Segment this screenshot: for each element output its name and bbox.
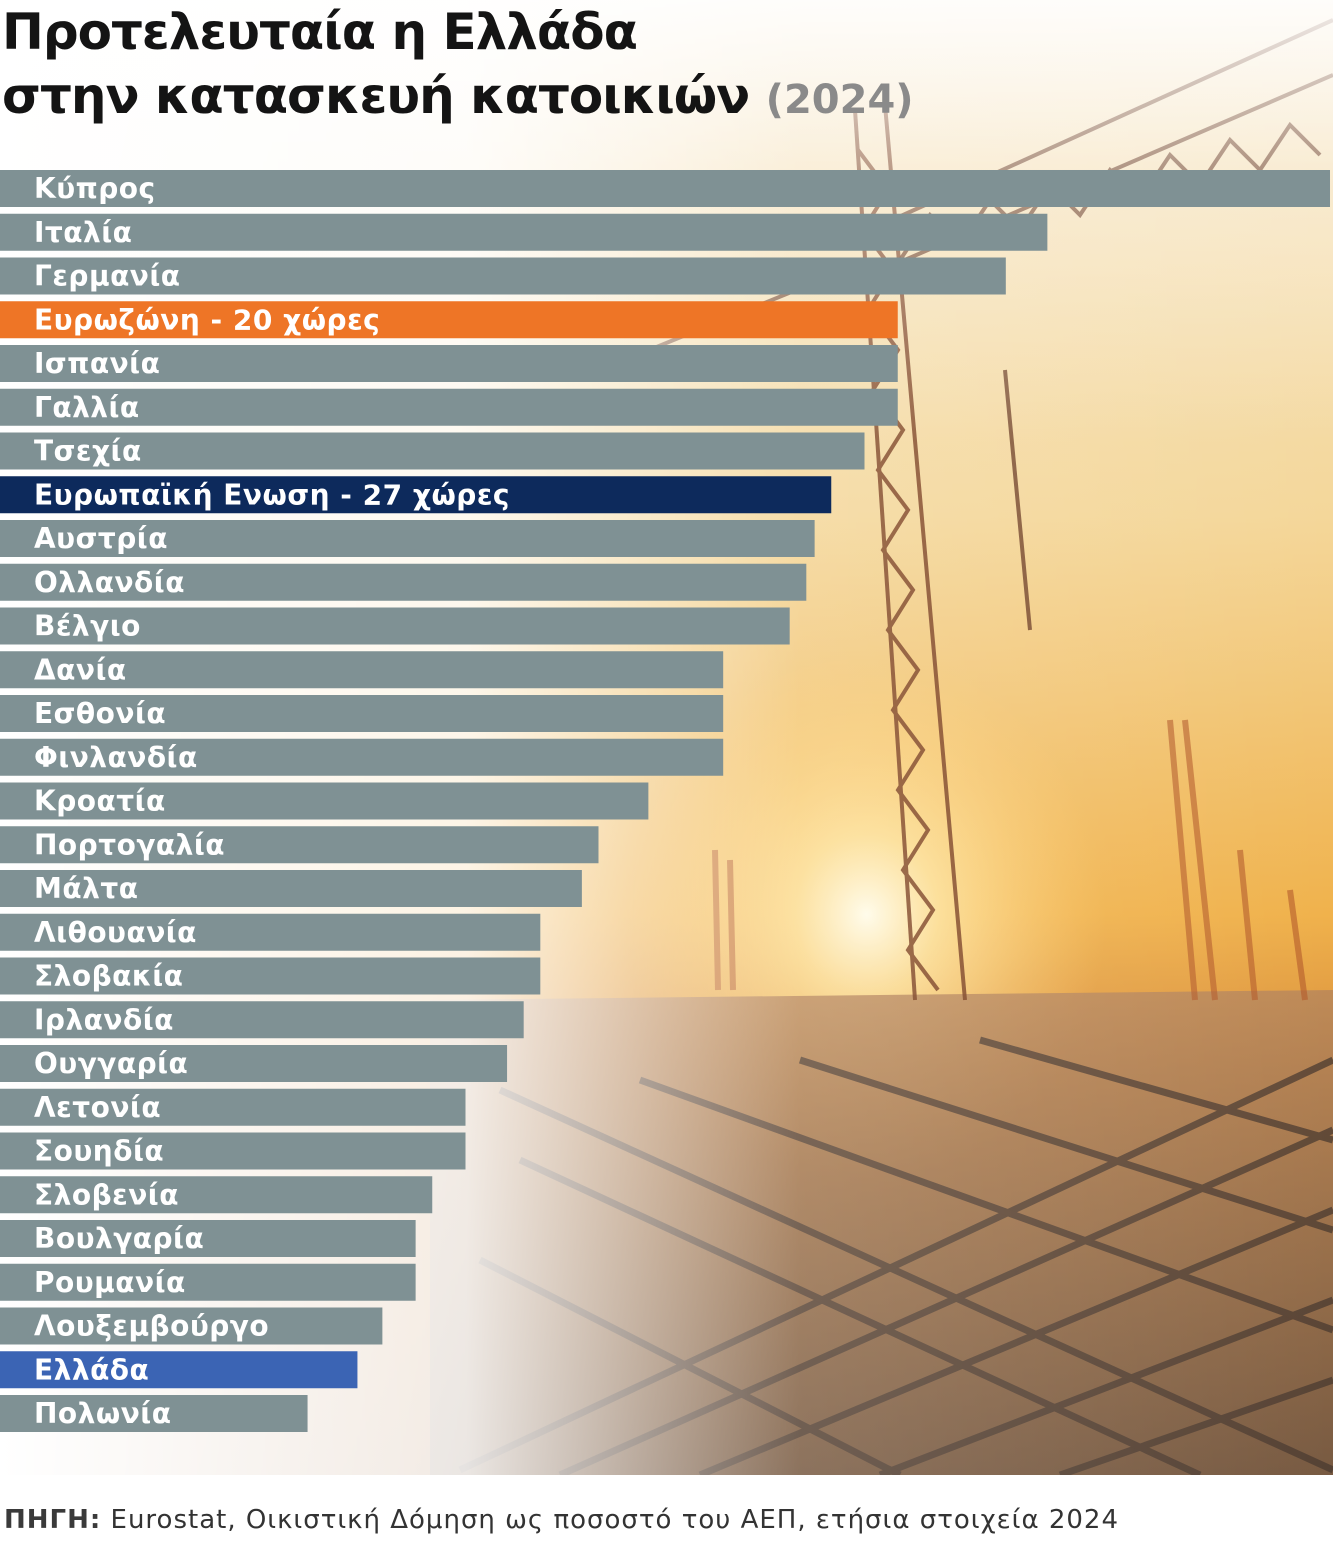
bar-row: Τσεχία: [0, 432, 865, 470]
bar-row: Αυστρία: [0, 520, 815, 557]
bar: [0, 476, 832, 514]
bar-label: Τσεχία: [34, 435, 142, 468]
bar-label: Σλοβακία: [34, 960, 183, 993]
bar-label: Ιταλία: [34, 216, 132, 249]
bar-label: Φινλανδία: [34, 741, 198, 774]
bar-label: Πορτογαλία: [34, 828, 225, 861]
bar-label: Δανία: [34, 653, 127, 686]
bar-row: Ελλάδα: [0, 1351, 358, 1389]
bar-row: Δανία: [0, 651, 724, 689]
bar-row: Κύπρος: [0, 170, 1330, 207]
source-note: ΠΗΓΗ: Eurostat, Οικιστική Δόμηση ως ποσο…: [4, 1505, 1119, 1535]
bar-label: Ρουμανία: [34, 1266, 186, 1299]
bar: [0, 170, 1330, 207]
bar-row: Βουλγαρία: [0, 1220, 416, 1257]
bar: [0, 301, 898, 339]
bar: [0, 607, 790, 645]
bar-label: Κύπρος: [34, 172, 156, 205]
source-text: Eurostat, Οικιστική Δόμηση ως ποσοστό το…: [110, 1505, 1120, 1535]
bar-row: Μάλτα: [0, 870, 582, 907]
bar-row: Φινλανδία: [0, 738, 724, 776]
bar-label: Λιθουανία: [34, 916, 197, 949]
bar-row: Εσθονία: [0, 695, 724, 732]
bar: [0, 1307, 383, 1345]
bar: [0, 345, 898, 382]
bar-row: Σουηδία: [0, 1132, 466, 1170]
bar-label: Μάλτα: [34, 872, 138, 905]
title-line-2: στην κατασκευή κατοικιών: [2, 67, 750, 125]
bar: [0, 1176, 433, 1214]
bar-label: Βέλγιο: [34, 610, 141, 643]
bar-label: Βουλγαρία: [34, 1222, 204, 1255]
bar: [0, 1263, 416, 1301]
bar-row: Ολλανδία: [0, 563, 807, 601]
bar: [0, 738, 724, 776]
bar: [0, 870, 582, 907]
bar-label: Ουγγαρία: [34, 1047, 188, 1080]
bar: [0, 520, 815, 557]
source-label: ΠΗΓΗ:: [4, 1505, 102, 1535]
bar-row: Ουγγαρία: [0, 1045, 508, 1082]
title-year: (2024): [765, 77, 914, 123]
bar: [0, 1132, 466, 1170]
bar-row: Γερμανία: [0, 257, 1006, 295]
bar-row: Ευρωπαϊκή Ενωση - 27 χώρες: [0, 476, 832, 514]
bar-label: Ιρλανδία: [34, 1003, 174, 1036]
bar: [0, 563, 807, 601]
bar: [0, 1045, 508, 1082]
bar: [0, 1351, 358, 1389]
bar-row: Λιθουανία: [0, 913, 541, 951]
bar-label: Κροατία: [34, 785, 166, 818]
bar-label: Λετονία: [34, 1091, 161, 1124]
bar-row: Ιρλανδία: [0, 1001, 524, 1039]
bar: [0, 913, 541, 951]
bar-label: Πολωνία: [34, 1397, 171, 1430]
bar: [0, 1220, 416, 1257]
bar-row: Πολωνία: [0, 1395, 308, 1432]
bar: [0, 1088, 466, 1126]
bar-label: Ελλάδα: [34, 1353, 149, 1386]
bar: [0, 1001, 524, 1039]
bar-label: Ισπανία: [34, 347, 160, 380]
bar-label: Αυστρία: [34, 522, 168, 555]
bar-row: Ισπανία: [0, 345, 898, 382]
bar-row: Κροατία: [0, 782, 649, 820]
bar-chart: Κύπρος Ιταλία Γερμανία Ευρωζώνη - 20 χώρες Ι…: [0, 170, 1330, 1432]
bar-label: Λουξεμβούργο: [34, 1310, 269, 1343]
bar-label: Γερμανία: [34, 260, 181, 293]
title-line-1: Προτελευταία η Ελλάδα: [2, 3, 638, 61]
bar-row: Λετονία: [0, 1088, 466, 1126]
bar-row: Βέλγιο: [0, 607, 790, 645]
bar-label: Γαλλία: [34, 391, 140, 424]
bar: [0, 826, 599, 864]
bar-label: Ολλανδία: [34, 566, 185, 599]
bar-row: Λουξεμβούργο: [0, 1307, 383, 1345]
bar: [0, 388, 898, 426]
bar-row: Πορτογαλία: [0, 826, 599, 864]
bar-row: Σλοβακία: [0, 957, 541, 995]
bar-label: Εσθονία: [34, 697, 166, 730]
bar-label: Ευρωζώνη - 20 χώρες: [34, 303, 380, 336]
bar: [0, 432, 865, 470]
bar-row: Γαλλία: [0, 388, 898, 426]
bar-label: Σλοβενία: [34, 1178, 179, 1211]
bar: [0, 213, 1048, 251]
bar-label: Σουηδία: [34, 1135, 164, 1168]
bar: [0, 1395, 308, 1432]
bar: [0, 651, 724, 689]
bar: [0, 257, 1006, 295]
bar-row: Ιταλία: [0, 213, 1048, 251]
bar-label: Ευρωπαϊκή Ενωση - 27 χώρες: [34, 478, 510, 511]
bar: [0, 695, 724, 732]
bar: [0, 782, 649, 820]
chart-title: Προτελευταία η Ελλάδα στην κατασκευή κατ…: [2, 0, 914, 132]
bar: [0, 957, 541, 995]
bar-row: Σλοβενία: [0, 1176, 433, 1214]
bar-row: Ρουμανία: [0, 1263, 416, 1301]
bar-row: Ευρωζώνη - 20 χώρες: [0, 301, 898, 339]
